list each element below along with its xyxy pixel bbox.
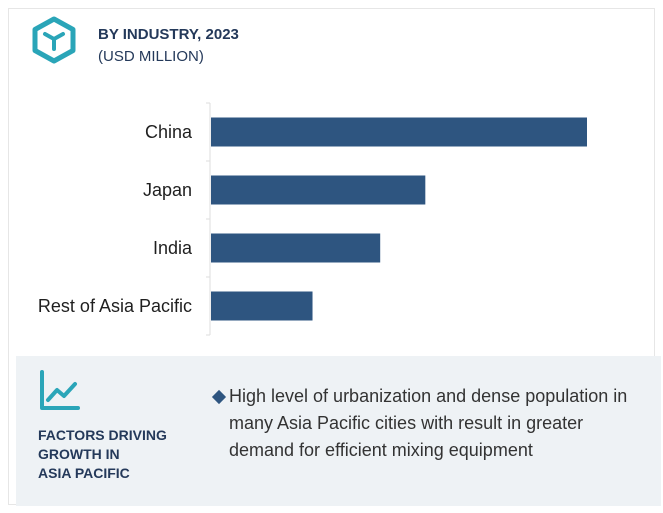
factors-heading-line-3: ASIA PACIFIC: [38, 465, 130, 481]
category-label: Rest of Asia Pacific: [38, 296, 192, 316]
factors-panel: FACTORS DRIVING GROWTH IN ASIA PACIFIC H…: [16, 356, 661, 506]
category-label: India: [153, 238, 193, 258]
category-label: Japan: [143, 180, 192, 200]
bar: [211, 233, 381, 263]
bar: [211, 291, 313, 321]
factors-heading: FACTORS DRIVING GROWTH IN ASIA PACIFIC: [38, 426, 208, 483]
bar: [211, 175, 426, 205]
factor-bullet: High level of urbanization and dense pop…: [211, 383, 634, 464]
factors-heading-line-1: FACTORS DRIVING: [38, 427, 167, 443]
factor-bullet-text: High level of urbanization and dense pop…: [229, 386, 628, 460]
cube-icon: [32, 16, 76, 64]
bar: [211, 117, 587, 147]
chart-title: BY INDUSTRY, 2023: [98, 26, 239, 43]
bar-chart: China Japan India Rest of Asia Pacific: [38, 102, 587, 336]
category-label: China: [145, 122, 193, 142]
chart-subtitle: (USD MILLION): [98, 48, 204, 65]
factors-heading-line-2: GROWTH IN: [38, 446, 120, 462]
trend-line-icon: [40, 370, 80, 410]
